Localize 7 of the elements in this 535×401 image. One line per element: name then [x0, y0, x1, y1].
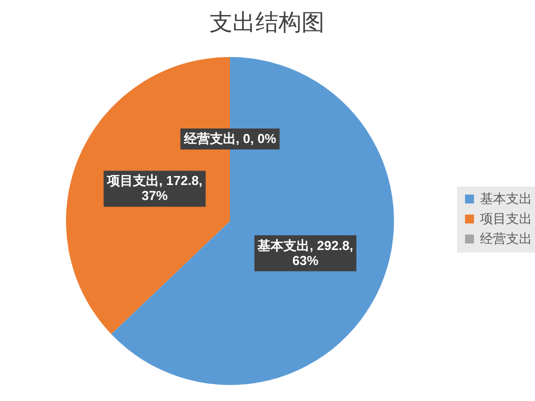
- legend-label: 基本支出: [480, 191, 532, 206]
- chart-title: 支出结构图: [210, 9, 324, 35]
- legend-label: 项目支出: [480, 211, 532, 226]
- legend-label: 经营支出: [480, 231, 532, 246]
- text: 经营支出, 0, 0%: [184, 131, 276, 146]
- data-label: 基本支出, 292.8, 63%: [256, 238, 354, 268]
- data-label: 项目支出, 172.8, 37%: [106, 173, 202, 204]
